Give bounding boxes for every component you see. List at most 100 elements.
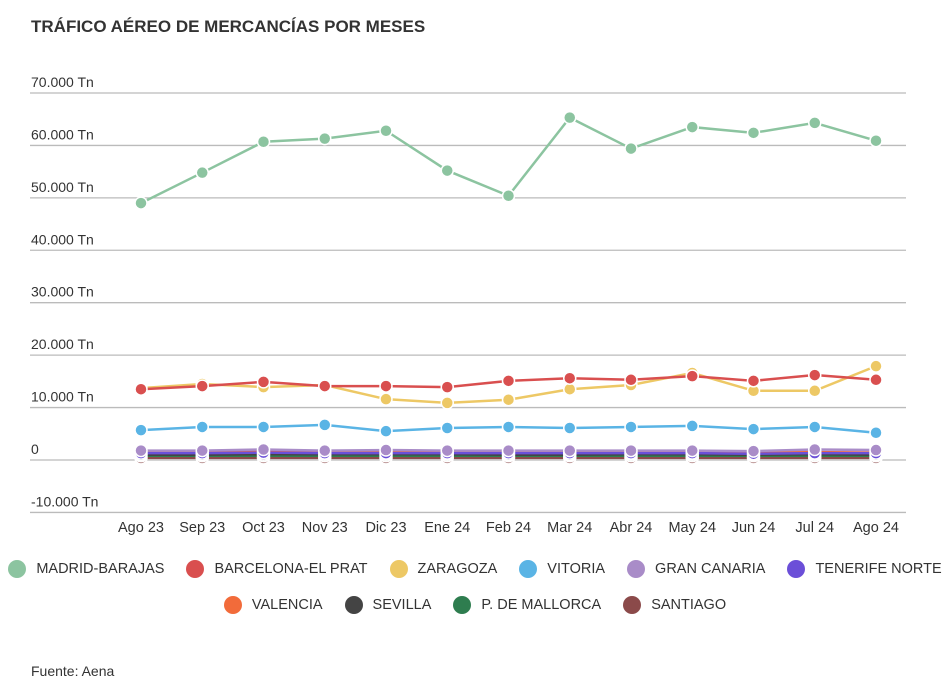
legend-label: BARCELONA-EL PRAT xyxy=(214,561,368,577)
data-point xyxy=(563,110,577,125)
data-point xyxy=(563,443,577,458)
data-point xyxy=(440,380,454,394)
x-tick-label: Ene 24 xyxy=(424,520,470,536)
legend-label: P. DE MALLORCA xyxy=(481,597,602,613)
data-point xyxy=(563,421,577,435)
legend-item[interactable]: MADRID-BARAJAS xyxy=(8,560,164,578)
legend-marker-icon xyxy=(623,596,642,614)
legend-label: VALENCIA xyxy=(251,597,323,613)
data-point xyxy=(379,443,393,457)
data-point xyxy=(685,120,699,134)
data-point xyxy=(869,373,883,387)
data-point xyxy=(134,382,148,396)
data-point xyxy=(256,420,271,434)
x-tick-label: Oct 23 xyxy=(242,520,285,536)
data-point xyxy=(256,375,271,389)
y-tick-label: 10.000 Tn xyxy=(31,389,94,405)
data-point xyxy=(256,442,271,457)
data-point xyxy=(808,384,822,398)
legend-item[interactable]: VALENCIA xyxy=(223,596,323,614)
data-point xyxy=(808,116,822,130)
data-point xyxy=(379,424,393,438)
data-point xyxy=(318,418,332,432)
legend-label: SANTIAGO xyxy=(651,597,727,613)
data-point xyxy=(501,392,516,407)
y-tick-label: 70.000 Tn xyxy=(31,74,94,90)
x-tick-label: Jun 24 xyxy=(732,520,776,536)
data-point xyxy=(869,133,883,148)
data-point xyxy=(501,374,516,388)
data-point xyxy=(746,444,761,458)
x-tick-label: Nov 23 xyxy=(302,520,348,536)
data-point xyxy=(685,443,699,458)
data-point xyxy=(808,442,822,457)
legend-marker-icon xyxy=(787,560,806,578)
y-tick-label: 50.000 Tn xyxy=(31,179,94,195)
legend-item[interactable]: TENERIFE NORTE xyxy=(787,560,942,578)
legend-label: SEVILLA xyxy=(372,597,432,613)
data-point xyxy=(501,443,516,458)
legend-marker-icon xyxy=(344,596,363,614)
legend-marker-icon xyxy=(453,596,472,614)
data-point xyxy=(318,379,332,393)
data-point xyxy=(746,374,761,388)
data-point xyxy=(195,443,209,458)
data-point xyxy=(134,196,148,210)
legend-marker-icon xyxy=(519,560,538,578)
legend-label: GRAN CANARIA xyxy=(655,561,766,577)
data-point xyxy=(869,425,883,440)
data-point xyxy=(134,443,148,458)
data-point xyxy=(440,421,454,435)
data-point xyxy=(379,379,393,393)
chart-title: TRÁFICO AÉREO DE MERCANCÍAS POR MESES xyxy=(31,17,426,36)
data-point xyxy=(869,359,883,373)
line-chart: 70.000 Tn 60.000 Tn 50.000 Tn 40.000 Tn 30.0… xyxy=(30,74,906,536)
x-tick-label: Sep 23 xyxy=(179,520,225,536)
data-point xyxy=(440,396,454,410)
data-point xyxy=(318,443,332,458)
data-point xyxy=(624,443,638,458)
data-point xyxy=(134,423,148,437)
legend-label: MADRID-BARAJAS xyxy=(36,561,165,577)
legend-row: MADRID-BARAJAS BARCELONA-EL PRAT ZARAGOZA V… xyxy=(0,560,950,578)
y-tick-label: 40.000 Tn xyxy=(31,231,94,247)
x-tick-label: Mar 24 xyxy=(547,520,592,536)
data-point xyxy=(379,392,393,406)
legend-marker-icon xyxy=(223,596,242,614)
data-point xyxy=(501,189,516,203)
data-point xyxy=(440,443,454,458)
data-point xyxy=(624,420,638,434)
legend-item[interactable]: GRAN CANARIA xyxy=(627,560,765,578)
data-point xyxy=(440,163,454,178)
y-tick-label: 0 xyxy=(31,441,39,457)
legend-label: ZARAGOZA xyxy=(417,561,498,577)
legend-item[interactable]: ZARAGOZA xyxy=(389,560,498,578)
data-point xyxy=(808,420,822,434)
data-point xyxy=(195,379,209,393)
data-point xyxy=(685,369,699,383)
data-point xyxy=(746,422,761,436)
legend-item[interactable]: P. DE MALLORCA xyxy=(453,596,601,614)
legend-label: VITORIA xyxy=(547,561,606,577)
data-point xyxy=(624,373,638,387)
legend-item[interactable]: VITORIA xyxy=(519,560,605,578)
data-point xyxy=(869,443,883,457)
legend-marker-icon xyxy=(8,560,27,578)
data-point xyxy=(195,420,209,434)
y-tick-label: 30.000 Tn xyxy=(31,284,94,300)
legend-item[interactable]: SEVILLA xyxy=(344,596,432,614)
x-tick-label: Dic 23 xyxy=(365,520,406,536)
x-tick-label: Ago 23 xyxy=(118,520,164,536)
data-point xyxy=(379,123,393,138)
legend-item[interactable]: SANTIAGO xyxy=(623,596,726,614)
x-tick-label: Ago 24 xyxy=(853,520,899,536)
source-note: Fuente: Aena xyxy=(31,663,115,679)
legend-item[interactable]: BARCELONA-EL PRAT xyxy=(186,560,368,578)
legend-marker-icon xyxy=(627,560,646,578)
data-point xyxy=(318,131,332,146)
legend-row: VALENCIA SEVILLA P. DE MALLORCA SANTIAGO xyxy=(0,596,950,614)
data-point xyxy=(808,368,822,382)
data-point xyxy=(563,371,577,385)
legend-marker-icon xyxy=(186,560,205,578)
